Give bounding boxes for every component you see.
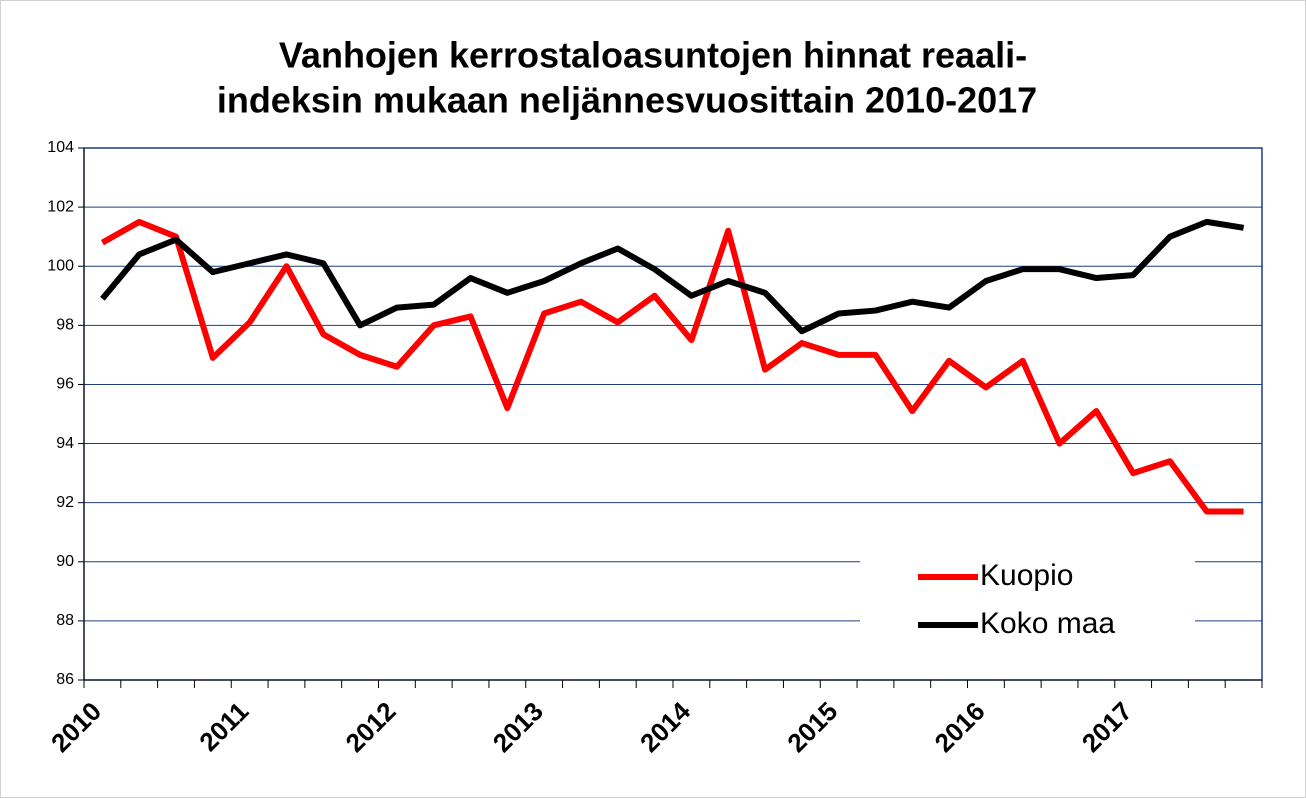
y-tick-label: 92 (56, 494, 74, 511)
y-tick-label: 100 (47, 257, 74, 274)
y-tick-label: 98 (56, 317, 74, 334)
chart-title: Vanhojen kerrostaloasuntojen hinnat reaa… (279, 35, 1027, 76)
y-tick-label: 90 (56, 553, 74, 570)
legend-label: Kuopio (980, 559, 1073, 592)
legend-label: Koko maa (980, 607, 1115, 640)
line-series (100, 218, 1244, 515)
chart-title: indeksin mukaan neljännesvuosittain 2010… (217, 80, 1037, 121)
y-tick-label: 88 (56, 612, 74, 629)
y-tick-label: 96 (56, 376, 74, 393)
y-tick-label: 104 (47, 139, 74, 156)
line-series (100, 218, 1245, 335)
y-tick-label: 102 (47, 198, 74, 215)
y-tick-label: 94 (56, 435, 74, 452)
y-tick-label: 86 (56, 671, 74, 688)
legend-box (860, 555, 1195, 665)
